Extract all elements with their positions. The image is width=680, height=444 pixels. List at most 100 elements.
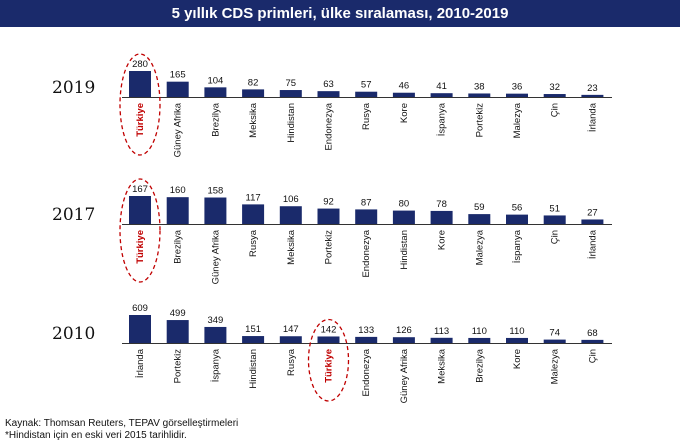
value-label-2019-guney-afrika: 165 <box>170 70 186 81</box>
category-label-2017-endonezya: Endonezya <box>361 229 372 277</box>
category-label-2017-meksika: Meksika <box>286 229 297 265</box>
value-label-2010-i-spanya: 349 <box>207 315 223 326</box>
category-label-2019-cin: Çin <box>550 103 561 117</box>
value-label-2010-malezya: 74 <box>549 328 560 339</box>
value-label-2017-endonezya: 87 <box>361 197 372 208</box>
bar-2010-i-rlanda <box>129 315 151 343</box>
category-label-2010-i-rlanda: İrlanda <box>135 348 146 378</box>
category-label-2010-endonezya: Endonezya <box>361 348 372 396</box>
bar-2010-cin <box>581 339 604 343</box>
category-label-2019-brezilya: Brezilya <box>210 102 221 137</box>
category-label-2017-hindistan: Hindistan <box>399 230 410 270</box>
value-label-2019-endonezya: 63 <box>323 79 334 90</box>
value-label-2017-turkiye: 167 <box>132 184 148 195</box>
category-label-2019-kore: Kore <box>399 103 410 123</box>
bar-2019-i-spanya <box>430 93 453 97</box>
value-label-2017-malezya: 59 <box>474 202 485 213</box>
bar-2017-hindistan <box>392 210 415 224</box>
category-label-2010-portekiz: Portekiz <box>173 349 184 384</box>
category-label-2017-brezilya: Brezilya <box>173 229 184 264</box>
value-label-2019-i-spanya: 41 <box>436 81 447 92</box>
bar-2019-turkiye <box>129 71 151 97</box>
bar-2017-i-spanya <box>506 214 528 224</box>
year-label-2019: 2019 <box>52 78 95 98</box>
category-label-2010-i-spanya: İspanya <box>210 348 221 382</box>
value-label-2017-i-spanya: 56 <box>512 203 523 214</box>
bar-2017-rusya <box>242 204 265 224</box>
value-label-2019-rusya: 57 <box>361 80 372 91</box>
bar-2017-malezya <box>468 214 491 224</box>
bar-2019-guney-afrika <box>166 81 189 97</box>
chart-2019: 2019 280 Türkiye 165 Güney Afrika 104 Brezilya… <box>52 53 612 157</box>
category-label-2010-brezilya: Brezilya <box>474 348 485 383</box>
value-label-2017-i-rlanda: 27 <box>587 207 598 218</box>
value-label-2010-i-rlanda: 609 <box>132 303 148 314</box>
value-label-2010-endonezya: 133 <box>358 325 374 336</box>
value-label-2010-guney-afrika: 126 <box>396 325 412 336</box>
category-label-2010-rusya: Rusya <box>286 348 297 376</box>
category-label-2017-i-spanya: İspanya <box>512 229 523 263</box>
value-label-2019-i-rlanda: 23 <box>587 83 598 94</box>
value-label-2010-portekiz: 499 <box>170 308 186 319</box>
category-label-2019-i-rlanda: İrlanda <box>587 102 598 132</box>
value-label-2019-hindistan: 75 <box>286 78 297 89</box>
category-label-2019-meksika: Meksika <box>248 102 259 138</box>
chart-2010: 2010 609 İrlanda 499 Portekiz 349 İspanya 151 Hi… <box>52 303 612 403</box>
bar-2017-cin <box>543 215 566 224</box>
value-label-2019-brezilya: 104 <box>207 75 223 86</box>
bar-2019-hindistan <box>279 90 302 97</box>
category-label-2019-rusya: Rusya <box>361 102 372 130</box>
value-label-2010-meksika: 113 <box>434 326 449 337</box>
bar-2010-meksika <box>430 337 453 343</box>
bar-2010-endonezya <box>355 336 378 343</box>
bar-2019-malezya <box>506 93 528 97</box>
category-label-2017-rusya: Rusya <box>248 229 259 257</box>
bar-2010-i-spanya <box>204 326 227 343</box>
value-label-2017-guney-afrika: 158 <box>207 186 223 197</box>
value-label-2019-turkiye: 280 <box>132 59 148 70</box>
category-label-2019-portekiz: Portekiz <box>474 103 485 138</box>
category-label-2019-guney-afrika: Güney Afrika <box>173 102 184 157</box>
value-label-2010-turkiye: 142 <box>321 324 337 335</box>
category-label-2019-turkiye: Türkiye <box>135 103 146 137</box>
bar-2017-i-rlanda <box>581 219 604 224</box>
value-label-2019-portekiz: 38 <box>474 81 485 92</box>
category-label-2010-malezya: Malezya <box>550 348 561 384</box>
bar-2017-kore <box>430 210 453 224</box>
value-label-2010-hindistan: 151 <box>245 324 261 335</box>
category-label-2017-i-rlanda: İrlanda <box>587 229 598 259</box>
value-label-2017-rusya: 117 <box>246 192 261 203</box>
india-footnote: *Hindistan için en eski veri 2015 tarihl… <box>5 430 187 441</box>
category-label-2019-malezya: Malezya <box>512 102 523 138</box>
category-label-2010-turkiye: Türkiye <box>324 349 335 383</box>
year-label-2017: 2017 <box>52 205 95 225</box>
value-label-2010-rusya: 147 <box>283 324 299 335</box>
value-label-2010-brezilya: 110 <box>472 326 487 337</box>
category-label-2010-kore: Kore <box>512 349 523 369</box>
bar-2019-brezilya <box>204 87 227 97</box>
bar-2019-kore <box>392 92 415 97</box>
category-label-2017-cin: Çin <box>550 230 561 244</box>
bar-2019-i-rlanda <box>581 94 604 97</box>
bar-2010-malezya <box>543 339 566 343</box>
value-label-2019-kore: 46 <box>399 81 410 92</box>
value-label-2017-meksika: 106 <box>283 194 299 205</box>
category-label-2019-hindistan: Hindistan <box>286 103 297 143</box>
bar-2017-guney-afrika <box>204 197 227 224</box>
category-label-2010-guney-afrika: Güney Afrika <box>399 348 410 403</box>
category-label-2017-turkiye: Türkiye <box>135 230 146 264</box>
value-label-2017-cin: 51 <box>549 203 560 214</box>
bar-2010-portekiz <box>166 320 189 343</box>
category-label-2017-kore: Kore <box>437 230 448 250</box>
highlight-ellipse-2017 <box>119 178 161 283</box>
category-label-2019-endonezya: Endonezya <box>324 102 335 150</box>
chart-2017: 2017 167 Türkiye 160 Brezilya 158 Güney Afrika… <box>52 178 612 284</box>
value-label-2019-malezya: 36 <box>512 82 523 93</box>
value-label-2017-portekiz: 92 <box>323 197 334 208</box>
value-label-2010-cin: 68 <box>587 328 598 339</box>
chart-title: 5 yıllık CDS primleri, ülke sıralaması, … <box>171 5 509 22</box>
category-label-2019-i-spanya: İspanya <box>437 102 448 136</box>
bar-2019-cin <box>543 94 566 97</box>
value-label-2017-brezilya: 160 <box>170 185 186 196</box>
